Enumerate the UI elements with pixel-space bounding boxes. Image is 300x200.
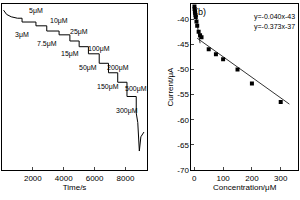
svg-text:300μM: 300μM [116, 107, 138, 115]
svg-text:7.5μM: 7.5μM [37, 40, 57, 48]
svg-text:4000: 4000 [55, 174, 73, 183]
svg-text:200: 200 [245, 174, 259, 183]
svg-text:15μM: 15μM [61, 50, 79, 58]
svg-text:50μM: 50μM [79, 64, 97, 72]
svg-text:-60: -60 [177, 116, 189, 125]
svg-text:200μM: 200μM [107, 64, 129, 72]
svg-text:0: 0 [192, 174, 197, 183]
svg-text:-40: -40 [177, 15, 189, 24]
svg-text:10μM: 10μM [50, 17, 68, 25]
svg-text:Concentration/μM: Concentration/μM [213, 183, 277, 192]
svg-text:6000: 6000 [86, 174, 104, 183]
svg-text:100μM: 100μM [88, 45, 110, 53]
svg-text:300: 300 [274, 174, 288, 183]
svg-text:25μM: 25μM [70, 28, 88, 36]
svg-text:150μM: 150μM [97, 83, 119, 91]
svg-text:(b): (b) [195, 7, 206, 17]
svg-text:-65: -65 [177, 141, 189, 150]
svg-text:y=-0.373x-37: y=-0.373x-37 [254, 23, 295, 31]
svg-text:100: 100 [216, 174, 230, 183]
svg-text:-45: -45 [177, 40, 189, 49]
svg-text:8000: 8000 [117, 174, 135, 183]
svg-text:2000: 2000 [24, 174, 42, 183]
svg-text:Current/μA: Current/μA [166, 67, 175, 107]
svg-text:-55: -55 [177, 90, 189, 99]
svg-text:3μM: 3μM [15, 31, 29, 39]
svg-text:500μM: 500μM [125, 85, 147, 93]
svg-text:-70: -70 [177, 166, 189, 175]
svg-text:y=-0.040x-43: y=-0.040x-43 [254, 13, 295, 21]
svg-text:5μM: 5μM [29, 7, 43, 15]
svg-text:Time/s: Time/s [63, 183, 87, 192]
svg-text:-50: -50 [177, 65, 189, 74]
